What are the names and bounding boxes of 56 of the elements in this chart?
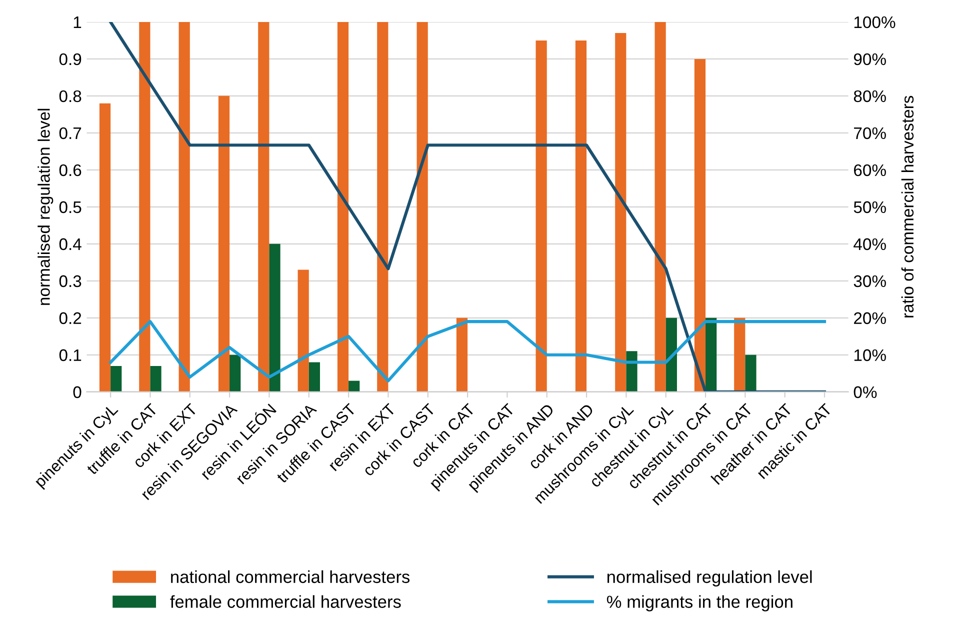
y2-tick-label: 40% xyxy=(854,238,886,250)
bar xyxy=(150,366,162,392)
y-tick-label: 0.4 xyxy=(59,238,82,250)
bar xyxy=(178,22,190,392)
bar xyxy=(218,96,230,392)
y-tick-label: 0.2 xyxy=(59,312,82,324)
y-tick-label: 0.8 xyxy=(59,90,82,102)
y2-axis-title: ratio of commercial harvesters xyxy=(901,96,914,318)
legend-label: national commercial harvesters xyxy=(171,570,410,584)
bar xyxy=(615,33,626,392)
y-tick-label: 0.6 xyxy=(59,164,82,176)
bar xyxy=(536,40,547,392)
y-tick-label: 0.5 xyxy=(59,201,82,214)
y-tick-label: 0.7 xyxy=(59,127,82,140)
bar xyxy=(308,362,320,392)
bar xyxy=(139,22,150,392)
line-series xyxy=(109,22,826,392)
bar xyxy=(110,366,122,392)
y-tick-label: 1 xyxy=(74,16,82,28)
bar xyxy=(734,318,746,392)
legend-label: female commercial harvesters xyxy=(170,595,401,608)
legend-label: % migrants in the region xyxy=(606,595,792,612)
bar xyxy=(298,270,309,392)
bar xyxy=(258,22,270,392)
legend-label: normalised regulation level xyxy=(607,570,812,587)
bar xyxy=(666,318,677,392)
bar xyxy=(745,354,756,392)
y2-tick-label: 20% xyxy=(854,312,886,324)
bar xyxy=(575,40,587,392)
y-tick-label: 0.9 xyxy=(59,53,82,66)
bar xyxy=(456,318,468,392)
bar xyxy=(416,22,428,392)
y2-tick-label: 30% xyxy=(854,275,886,288)
y2-tick-label: 60% xyxy=(854,164,886,176)
bar xyxy=(694,58,706,392)
y-tick-label: 0.3 xyxy=(59,275,82,288)
y2-tick-label: 100% xyxy=(854,16,896,28)
line-series xyxy=(109,320,826,382)
bar xyxy=(230,354,241,392)
bar xyxy=(654,22,666,392)
y2-tick-label: 10% xyxy=(854,349,886,362)
y2-tick-label: 70% xyxy=(854,127,886,140)
y2-tick-label: 0% xyxy=(854,386,877,398)
y2-tick-label: 50% xyxy=(854,201,886,214)
bar xyxy=(348,380,360,392)
y-tick-label: 0.1 xyxy=(59,349,82,362)
y-tick-label: 0 xyxy=(73,386,82,398)
bar xyxy=(337,22,349,392)
bar xyxy=(706,318,717,392)
y-axis-title: normalised regulation level xyxy=(38,108,54,305)
bar xyxy=(99,103,111,392)
bar xyxy=(377,22,388,392)
y2-tick-label: 90% xyxy=(854,53,886,66)
bar xyxy=(626,351,638,392)
y2-tick-label: 80% xyxy=(854,90,886,102)
bar xyxy=(269,244,280,392)
